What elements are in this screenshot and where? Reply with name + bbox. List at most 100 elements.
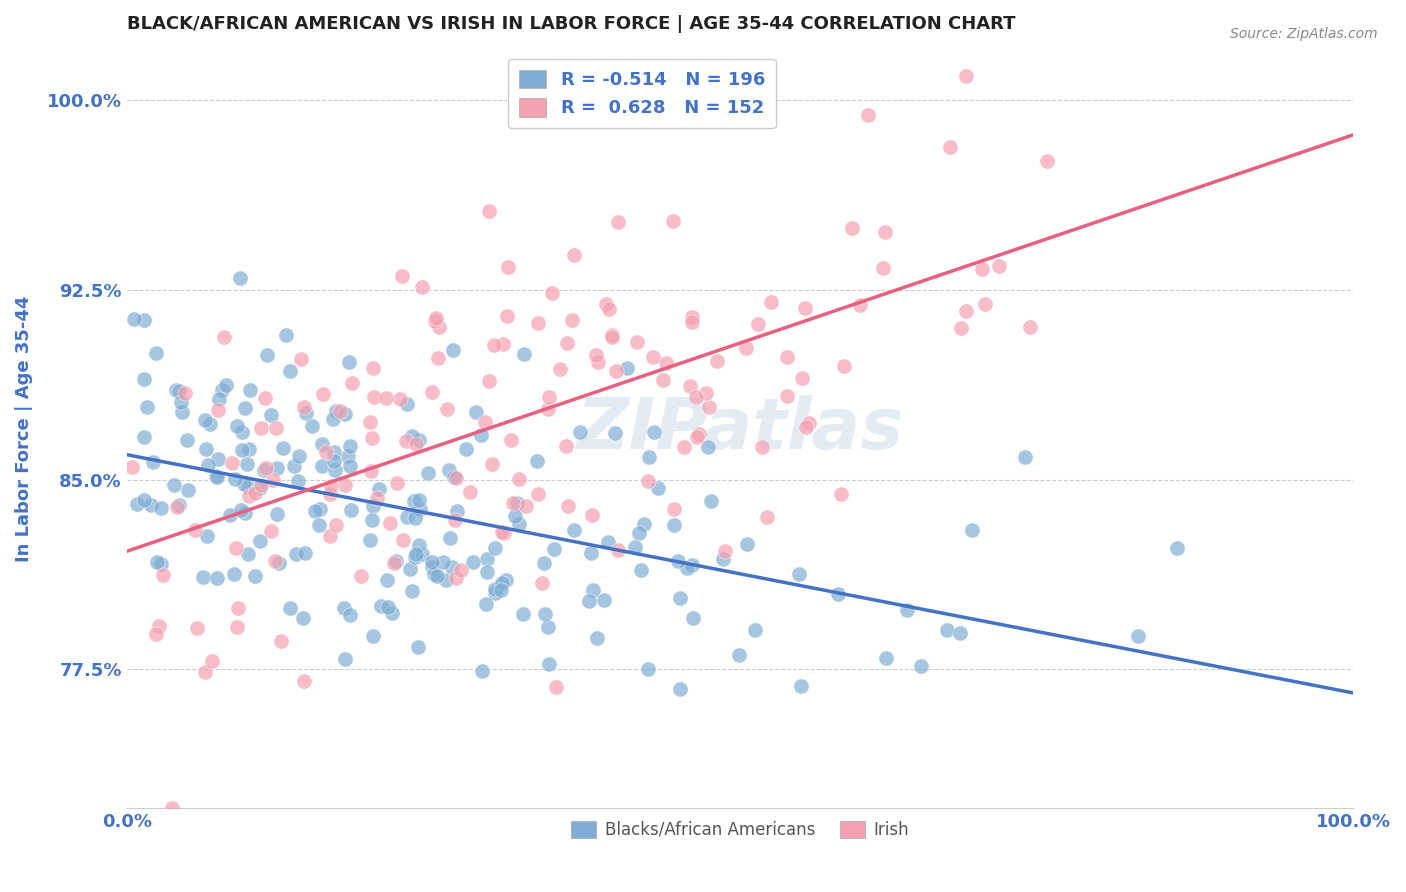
Point: [215, 377, 238, 392]
Point: [208, 392, 231, 406]
Point: [264, 554, 287, 568]
Point: [142, 455, 165, 469]
Point: [134, 430, 156, 444]
Point: [725, 95, 748, 110]
Point: [697, 401, 720, 415]
Point: [481, 457, 503, 471]
Point: [498, 260, 520, 275]
Point: [602, 330, 624, 344]
Point: [290, 351, 312, 366]
Point: [132, 372, 155, 386]
Point: [295, 406, 318, 420]
Point: [243, 569, 266, 583]
Point: [606, 542, 628, 557]
Point: [416, 466, 439, 480]
Point: [484, 338, 506, 352]
Point: [339, 459, 361, 474]
Point: [872, 261, 894, 276]
Point: [668, 681, 690, 696]
Point: [205, 469, 228, 483]
Point: [564, 524, 586, 538]
Point: [367, 482, 389, 496]
Point: [856, 108, 879, 122]
Point: [340, 376, 363, 390]
Point: [186, 621, 208, 635]
Point: [484, 541, 506, 555]
Point: [233, 506, 256, 520]
Point: [339, 607, 361, 622]
Point: [401, 584, 423, 599]
Point: [664, 517, 686, 532]
Point: [960, 523, 983, 537]
Point: [502, 496, 524, 510]
Point: [148, 619, 170, 633]
Point: [681, 310, 703, 325]
Point: [420, 560, 443, 574]
Point: [380, 516, 402, 530]
Point: [533, 556, 555, 570]
Point: [278, 601, 301, 615]
Point: [832, 359, 855, 373]
Point: [399, 561, 422, 575]
Point: [207, 452, 229, 467]
Point: [420, 555, 443, 569]
Point: [249, 481, 271, 495]
Point: [790, 679, 813, 693]
Point: [949, 321, 972, 335]
Point: [579, 546, 602, 560]
Point: [595, 297, 617, 311]
Point: [132, 493, 155, 508]
Point: [562, 248, 585, 262]
Point: [176, 433, 198, 447]
Point: [637, 662, 659, 676]
Point: [245, 486, 267, 500]
Point: [633, 516, 655, 531]
Point: [121, 459, 143, 474]
Point: [607, 215, 630, 229]
Point: [508, 517, 530, 532]
Point: [145, 627, 167, 641]
Point: [329, 403, 352, 417]
Point: [266, 507, 288, 521]
Point: [444, 571, 467, 585]
Point: [526, 454, 548, 468]
Point: [404, 550, 426, 565]
Point: [195, 529, 218, 543]
Point: [172, 405, 194, 419]
Point: [266, 421, 288, 435]
Point: [578, 594, 600, 608]
Point: [315, 444, 337, 458]
Point: [600, 328, 623, 343]
Point: [676, 561, 699, 575]
Point: [219, 508, 242, 523]
Point: [987, 259, 1010, 273]
Point: [1014, 450, 1036, 465]
Point: [776, 389, 799, 403]
Point: [686, 430, 709, 444]
Point: [936, 623, 959, 637]
Point: [311, 458, 333, 473]
Point: [160, 801, 183, 815]
Point: [752, 97, 775, 112]
Point: [274, 328, 297, 343]
Point: [603, 426, 626, 441]
Point: [375, 573, 398, 587]
Point: [471, 664, 494, 678]
Y-axis label: In Labor Force | Age 35-44: In Labor Force | Age 35-44: [15, 296, 32, 562]
Point: [586, 631, 609, 645]
Point: [949, 625, 972, 640]
Point: [706, 353, 728, 368]
Point: [395, 434, 418, 449]
Point: [205, 468, 228, 483]
Point: [249, 533, 271, 548]
Point: [495, 573, 517, 587]
Point: [420, 385, 443, 400]
Point: [226, 601, 249, 615]
Point: [150, 557, 173, 571]
Point: [735, 536, 758, 550]
Point: [395, 510, 418, 524]
Text: ZIPatlas: ZIPatlas: [576, 394, 904, 464]
Point: [427, 319, 450, 334]
Point: [256, 348, 278, 362]
Point: [391, 268, 413, 283]
